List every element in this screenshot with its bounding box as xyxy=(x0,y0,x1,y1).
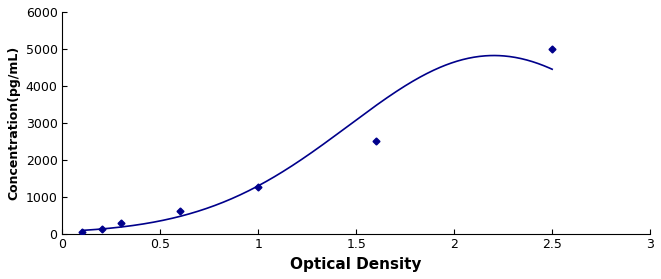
Y-axis label: Concentration(pg/mL): Concentration(pg/mL) xyxy=(7,46,20,200)
X-axis label: Optical Density: Optical Density xyxy=(290,257,422,272)
